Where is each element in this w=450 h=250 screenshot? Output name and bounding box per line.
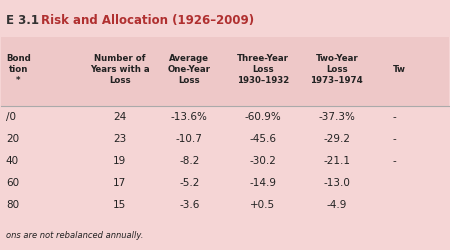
- Text: +0.5: +0.5: [251, 200, 275, 210]
- Text: -60.9%: -60.9%: [245, 112, 281, 122]
- Text: -5.2: -5.2: [179, 178, 199, 188]
- Text: -37.3%: -37.3%: [318, 112, 355, 122]
- Text: -13.0: -13.0: [324, 178, 350, 188]
- Text: Risk and Allocation (1926–2009): Risk and Allocation (1926–2009): [41, 14, 254, 27]
- Text: 60: 60: [6, 178, 19, 188]
- Text: -10.7: -10.7: [176, 134, 202, 144]
- Text: 23: 23: [113, 134, 126, 144]
- Text: -29.2: -29.2: [323, 134, 350, 144]
- Text: 19: 19: [113, 156, 126, 166]
- Text: ons are not rebalanced annually.: ons are not rebalanced annually.: [6, 231, 143, 240]
- Text: -4.9: -4.9: [327, 200, 347, 210]
- Text: /0: /0: [6, 112, 16, 122]
- Text: 15: 15: [113, 200, 126, 210]
- FancyBboxPatch shape: [1, 37, 449, 106]
- Text: -21.1: -21.1: [323, 156, 350, 166]
- Text: 20: 20: [6, 134, 19, 144]
- Text: -3.6: -3.6: [179, 200, 199, 210]
- Text: -: -: [393, 156, 396, 166]
- Text: -: -: [393, 112, 396, 122]
- Text: -: -: [393, 134, 396, 144]
- Text: Number of
Years with a
Loss: Number of Years with a Loss: [90, 54, 150, 85]
- Text: -13.6%: -13.6%: [171, 112, 207, 122]
- Text: -45.6: -45.6: [249, 134, 276, 144]
- Text: -30.2: -30.2: [250, 156, 276, 166]
- Text: Three-Year
Loss
1930–1932: Three-Year Loss 1930–1932: [237, 54, 289, 85]
- Text: -8.2: -8.2: [179, 156, 199, 166]
- Text: Two-Year
Loss
1973–1974: Two-Year Loss 1973–1974: [310, 54, 363, 85]
- Text: E 3.1: E 3.1: [6, 14, 39, 27]
- Text: 17: 17: [113, 178, 126, 188]
- Text: -14.9: -14.9: [249, 178, 276, 188]
- Text: 80: 80: [6, 200, 19, 210]
- Text: Bond
tion
*: Bond tion *: [6, 54, 31, 85]
- Text: Tw: Tw: [393, 65, 406, 74]
- Text: Average
One-Year
Loss: Average One-Year Loss: [168, 54, 211, 85]
- Text: 24: 24: [113, 112, 126, 122]
- Text: 40: 40: [6, 156, 19, 166]
